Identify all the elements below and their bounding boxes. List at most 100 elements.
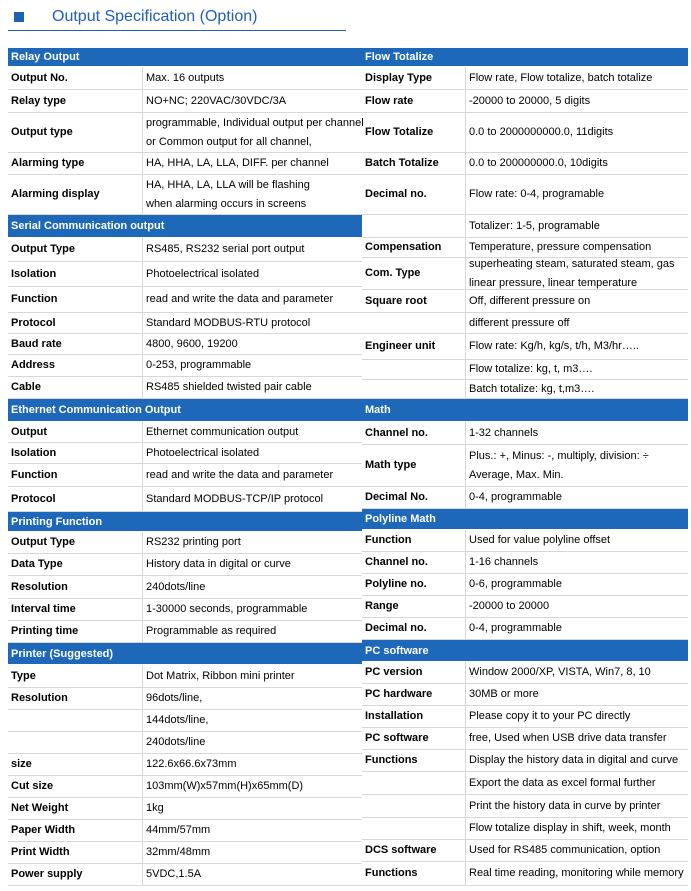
row-value: Photoelectrical isolated (143, 262, 362, 287)
row-label: Relay type (8, 90, 143, 113)
row-value: Dot Matrix, Ribbon mini printer (143, 665, 362, 688)
row-label: Isolation (8, 262, 143, 287)
row-value: 0-4, programmable (466, 487, 688, 509)
row-label: Engineer unit (362, 334, 466, 360)
row-label: Channel no. (362, 422, 466, 445)
value-line: Average, Max. Min. (469, 468, 564, 481)
row-value: Used for RS485 communication, option (466, 840, 688, 862)
row-label: Installation (362, 706, 466, 728)
section-header: Printer (Suggested) (8, 643, 362, 665)
row-label: Function (362, 530, 466, 552)
value-line: Max. 16 outputs (146, 71, 225, 84)
row-label: Data Type (8, 554, 143, 576)
row-value: 30MB or more (466, 684, 688, 706)
row-label (362, 215, 466, 238)
row-label: Alarming type (8, 153, 143, 175)
row-label: Flow rate (362, 90, 466, 113)
value-line: 0-4, programmable (469, 622, 562, 634)
value-line: 30MB or more (469, 688, 539, 700)
row-label (362, 360, 466, 380)
row-value: RS485, RS232 serial port output (143, 238, 362, 262)
row-value: History data in digital or curve (143, 554, 362, 576)
row-value: 0.0 to 2000000000.0, 11digits (466, 113, 688, 153)
row-value: 103mm(W)x57mm(H)x65mm(D) (143, 776, 362, 798)
value-line: 0.0 to 200000000.0, 10digits (469, 157, 608, 169)
title-underline (8, 30, 346, 31)
row-label: Display Type (362, 67, 466, 90)
row-value: 5VDC,1.5A (143, 864, 362, 886)
value-line: Standard MODBUS-TCP/IP protocol (146, 492, 324, 505)
value-line: -20000 to 20000 (469, 600, 550, 612)
row-value: NO+NC; 220VAC/30VDC/3A (143, 90, 362, 113)
section-header: Polyline Math (362, 509, 688, 530)
section-header: Ethernet Communication Output (8, 399, 362, 422)
value-line: read and write the data and parameter (146, 293, 334, 305)
value-line: Ethernet communication output (146, 425, 299, 438)
row-value: read and write the data and parameter (143, 464, 362, 487)
row-value: free, Used when USB drive data transfer (466, 728, 688, 750)
value-line: Export the data as excel formal further (469, 776, 656, 789)
row-label (362, 380, 466, 399)
row-value: Batch totalize: kg, t,m3…. (466, 380, 688, 399)
value-line: 103mm(W)x57mm(H)x65mm(D) (146, 780, 304, 792)
value-line: Display the history data in digital and … (469, 754, 679, 766)
row-value: Off, different pressure on (466, 290, 688, 313)
title-icon (14, 12, 24, 22)
row-value: superheating steam, saturated steam, gas… (466, 258, 688, 290)
value-line: Totalizer: 1-5, programable (469, 219, 600, 232)
row-label: Polyline no. (362, 574, 466, 596)
row-label: Baud rate (8, 334, 143, 355)
value-line: 4800, 9600, 19200 (146, 337, 238, 350)
row-label: Power supply (8, 864, 143, 886)
value-line: 0-253, programmable (146, 359, 252, 371)
row-value: 0.0 to 200000000.0, 10digits (466, 153, 688, 175)
row-value: Please copy it to your PC directly (466, 706, 688, 728)
value-line: 1-32 channels (469, 426, 539, 439)
row-label: PC hardware (362, 684, 466, 706)
value-line: Photoelectrical isolated (146, 267, 260, 280)
value-line: Flow totalize display in shift, week, mo… (469, 822, 671, 834)
row-value: HA, HHA, LA, LLA will be flashing when al… (143, 175, 362, 215)
row-value: Real time reading, monitoring while memo… (466, 862, 688, 886)
row-label: Net Weight (8, 798, 143, 820)
row-label: Isolation (8, 443, 143, 464)
row-label: Paper Width (8, 820, 143, 842)
row-label: Math type (362, 445, 466, 487)
row-label: Protocol (8, 487, 143, 512)
row-label: Decimal no. (362, 175, 466, 215)
value-line: programmable, Individual output per chan… (146, 116, 364, 129)
row-value: RS485 shielded twisted pair cable (143, 377, 362, 399)
value-line: Real time reading, monitoring while memo… (469, 867, 684, 879)
row-value: different pressure off (466, 313, 688, 334)
row-label: Alarming display (8, 175, 143, 215)
value-line: Print the history data in curve by print… (469, 799, 661, 812)
row-value: Flow totalize display in shift, week, mo… (466, 818, 688, 840)
value-line: Used for RS485 communication, option (469, 844, 661, 856)
row-label: Channel no. (362, 552, 466, 574)
row-value: -20000 to 20000 (466, 596, 688, 618)
row-label: DCS software (362, 840, 466, 862)
value-line: Dot Matrix, Ribbon mini printer (146, 669, 295, 682)
row-value: 1-16 channels (466, 552, 688, 574)
row-label (362, 772, 466, 795)
row-label: Range (362, 596, 466, 618)
row-value: Used for value polyline offset (466, 530, 688, 552)
row-value: 44mm/57mm (143, 820, 362, 842)
row-label: Functions (362, 862, 466, 886)
value-line: RS485, RS232 serial port output (146, 243, 305, 255)
row-value: Export the data as excel formal further (466, 772, 688, 795)
row-label: Flow Totalize (362, 113, 466, 153)
value-line: 5VDC,1.5A (146, 868, 202, 880)
value-line: Flow rate: Kg/h, kg/s, t/h, M3/hr….. (469, 340, 639, 352)
row-value: 0-6, programmable (466, 574, 688, 596)
row-value: Programmable as required (143, 621, 362, 643)
row-value: Temperature, pressure compensation (466, 238, 688, 258)
row-label: Decimal no. (362, 618, 466, 640)
row-label: PC software (362, 728, 466, 750)
page-title: Output Specification (Option) (52, 8, 258, 25)
row-label: Square root (362, 290, 466, 313)
value-line: 0-4, programmable (469, 491, 562, 503)
row-value: HA, HHA, LA, LLA, DIFF. per channel (143, 153, 362, 175)
row-label: Resolution (8, 688, 143, 710)
row-value: 240dots/line (143, 576, 362, 599)
